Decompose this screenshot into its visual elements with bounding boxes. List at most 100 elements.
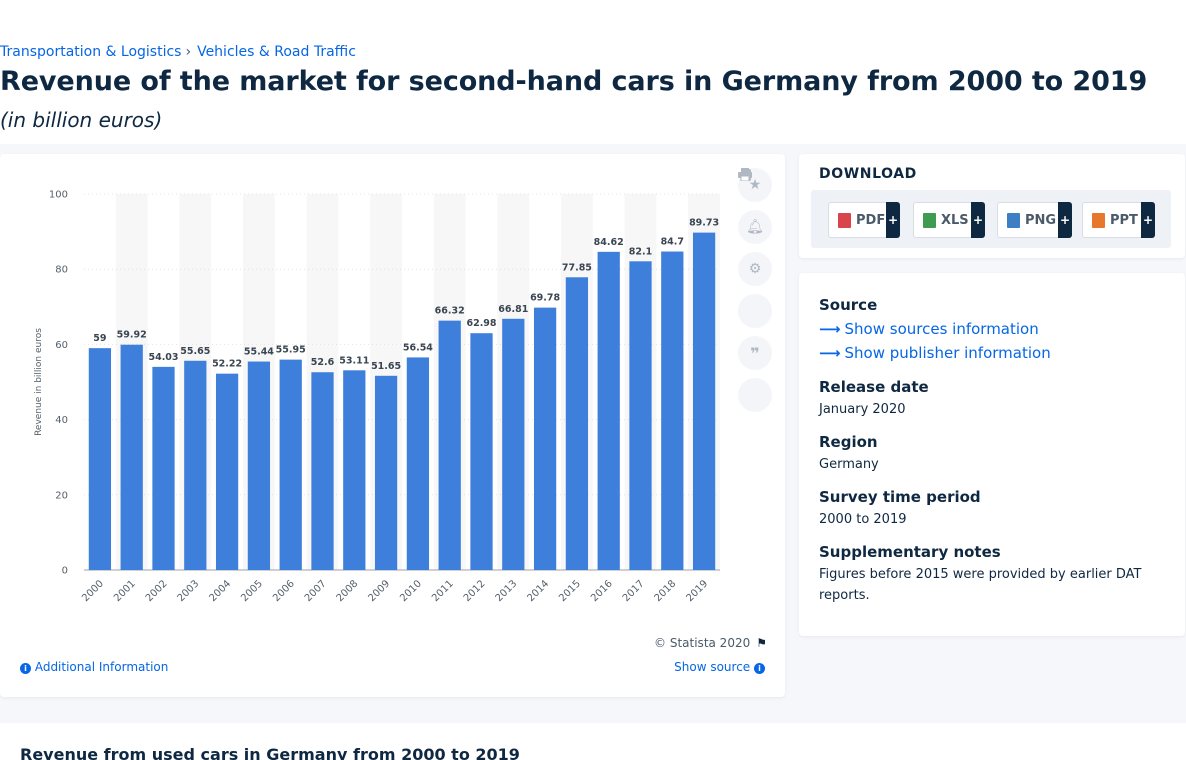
download-ppt-button[interactable]: PPT + (1082, 202, 1155, 238)
x-tick-label: 2015 (557, 578, 583, 604)
x-tick-label: 2005 (239, 578, 265, 604)
supplementary-notes-line-1: Figures before 2015 were provided by ear… (819, 567, 1142, 582)
breadcrumb-item-vehicles[interactable]: Vehicles & Road Traffic (197, 44, 356, 60)
survey-period-heading: Survey time period (819, 488, 981, 506)
plus-icon[interactable]: + (1141, 202, 1155, 238)
value-label: 77.85 (562, 262, 592, 273)
plus-icon[interactable]: + (886, 202, 900, 238)
y-tick-label: 40 (55, 415, 68, 426)
value-label: 51.65 (371, 361, 401, 372)
region-heading: Region (819, 433, 878, 451)
x-tick-label: 2012 (462, 578, 488, 604)
x-tick-label: 2017 (621, 578, 647, 604)
y-tick-label: 0 (62, 566, 68, 577)
show-publisher-label: Show publisher information (844, 344, 1051, 362)
download-card: DOWNLOAD PDF + XLS + PNG + PPT + (799, 154, 1185, 258)
arrow-right-icon: ⟶ (819, 344, 841, 362)
share-icon[interactable] (738, 169, 772, 328)
download-png-label: PNG (1025, 212, 1057, 228)
related-statistic-title[interactable]: Revenue from used cars in Germany from 2… (20, 745, 520, 760)
survey-period-value: 2000 to 2019 (819, 512, 907, 527)
bar-2011 (438, 320, 461, 570)
bar-2013 (502, 318, 525, 570)
x-tick-label: 2007 (303, 578, 329, 604)
region-value: Germany (819, 457, 879, 472)
value-label: 55.44 (244, 347, 274, 358)
x-tick-label: 2008 (335, 578, 361, 604)
value-label: 62.98 (466, 318, 496, 329)
bar-2008 (343, 370, 366, 570)
release-date-value: January 2020 (819, 402, 906, 417)
x-tick-label: 2000 (80, 578, 106, 604)
download-xls-label: XLS (941, 212, 969, 228)
value-label: 89.73 (689, 218, 719, 229)
breadcrumb: Transportation & Logistics › Vehicles & Ro… (0, 44, 356, 60)
y-axis-label: Revenue in billion euros (34, 328, 44, 436)
gear-icon[interactable]: ⚙ (738, 252, 772, 286)
ppt-file-icon (1092, 212, 1105, 228)
flag-icon[interactable]: ⚑ (756, 636, 767, 650)
copyright-text: © Statista 2020 (654, 636, 751, 650)
bar-2007 (311, 372, 334, 570)
x-tick-label: 2009 (366, 578, 392, 604)
info-icon: i (20, 663, 31, 674)
download-ppt-label: PPT (1110, 212, 1138, 228)
bar-2015 (565, 277, 589, 570)
star-icon[interactable]: ★ (738, 168, 772, 202)
x-tick-label: 2011 (430, 578, 456, 604)
download-title: DOWNLOAD (819, 166, 917, 182)
download-png-button[interactable]: PNG + (997, 202, 1072, 238)
value-label: 54.03 (148, 352, 178, 363)
x-tick-label: 2010 (398, 578, 424, 604)
print-icon[interactable] (738, 168, 772, 412)
y-tick-label: 60 (55, 340, 68, 351)
show-sources-label: Show sources information (844, 320, 1039, 338)
download-xls-button[interactable]: XLS + (913, 202, 985, 238)
top-bar (0, 0, 1186, 34)
bar-2018 (661, 251, 684, 570)
supplementary-notes-line-2: reports. (819, 588, 870, 603)
value-label: 69.78 (530, 293, 560, 304)
bar-2002 (152, 366, 175, 570)
show-publisher-link[interactable]: ⟶ Show publisher information (819, 344, 1051, 362)
value-label: 82.1 (629, 246, 652, 257)
value-label: 52.6 (311, 357, 335, 368)
plus-icon[interactable]: + (971, 202, 985, 238)
bar-2005 (247, 361, 271, 570)
x-tick-label: 2013 (494, 578, 520, 604)
breadcrumb-item-transportation[interactable]: Transportation & Logistics (0, 44, 182, 60)
download-pdf-label: PDF (856, 212, 886, 228)
x-tick-label: 2003 (176, 578, 202, 604)
value-label: 55.65 (180, 346, 210, 357)
download-buttons: PDF + XLS + PNG + PPT + (811, 190, 1171, 248)
bar-2010 (406, 357, 430, 570)
quote-icon[interactable]: ❞ (738, 336, 772, 370)
release-date-heading: Release date (819, 378, 929, 396)
related-statistic-card: Revenue from used cars in Germany from 2… (0, 723, 1186, 760)
plus-icon[interactable]: + (1058, 202, 1072, 238)
bar-2006 (279, 359, 302, 570)
page-title: Revenue of the market for second-hand ca… (0, 66, 1148, 97)
copyright-notice: © Statista 2020 ⚑ (654, 636, 767, 650)
bell-icon[interactable]: 🔔︎ (738, 210, 772, 244)
bar-2009 (374, 375, 398, 570)
bar-2017 (629, 261, 652, 570)
additional-info-link[interactable]: i Additional Information (20, 660, 168, 674)
supplementary-notes-heading: Supplementary notes (819, 543, 1001, 561)
bar-2000 (88, 348, 112, 570)
additional-info-label: Additional Information (34, 660, 169, 674)
xls-file-icon (923, 212, 936, 228)
value-label: 84.62 (594, 237, 624, 248)
value-label: 53.11 (339, 355, 369, 366)
source-heading: Source (819, 296, 878, 314)
chart-card: 0 20 40 60 80 100 Revenue in billion euros 59 20… (0, 154, 785, 697)
value-label: 66.81 (498, 304, 528, 315)
bar-2016 (597, 251, 620, 570)
bar-2001 (120, 344, 143, 570)
pdf-file-icon (838, 212, 851, 228)
bar-2004 (215, 373, 239, 570)
download-pdf-button[interactable]: PDF + (828, 202, 900, 238)
show-source-link[interactable]: Show source i (674, 660, 765, 674)
value-label: 59.92 (117, 330, 147, 341)
show-sources-link[interactable]: ⟶ Show sources information (819, 320, 1039, 338)
